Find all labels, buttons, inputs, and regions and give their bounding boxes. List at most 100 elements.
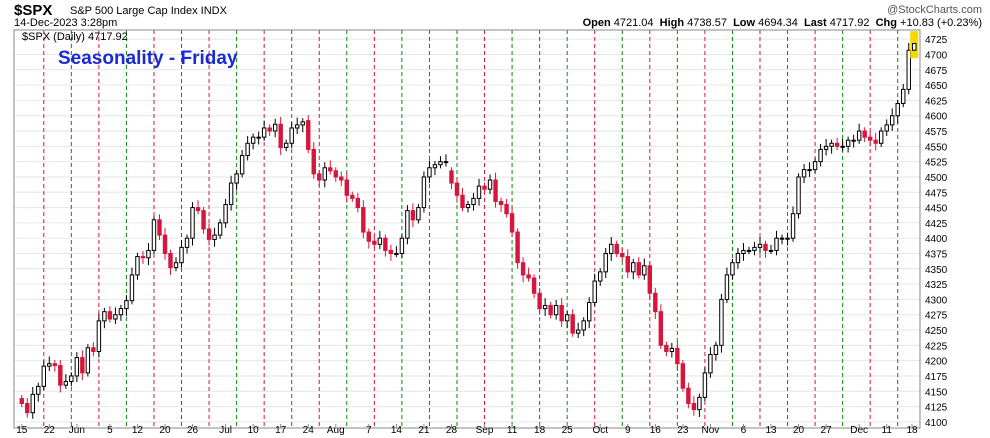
candle-body [515,231,520,264]
x-tick-label: 24 [303,425,315,436]
candle-body [840,145,845,148]
x-tick-label: 16 [650,425,662,436]
y-tick-label: 4475 [925,188,948,199]
y-tick-label: 4525 [925,158,948,169]
candle-body [603,252,608,273]
candle-body [228,182,234,206]
candle-body [878,130,884,144]
candle-body [80,357,85,374]
candle-body [234,173,239,184]
candle-body [306,120,311,150]
y-tick-label: 4450 [925,204,948,215]
y-tick-label: 4575 [925,127,948,138]
candle-body [124,300,129,310]
candle-body [812,161,818,171]
candle-body [107,311,113,320]
candle-body [779,237,785,240]
candle-body [790,213,796,239]
candle-body [526,274,531,279]
candle-body [724,274,730,300]
open-value: 4721.04 [613,17,654,29]
candle-body [151,219,157,251]
candle-body [614,243,619,254]
y-tick-label: 4350 [925,265,948,276]
candle-body [272,123,278,132]
x-tick-label: 11 [882,425,893,436]
candle-body [862,130,867,138]
y-tick-label: 4225 [925,341,948,352]
x-tick-label: Jun [69,425,85,436]
x-tick-label: 10 [248,425,260,436]
candle-body [537,292,542,310]
candle-body [542,305,548,310]
candle-body [763,243,768,251]
candle-body [394,252,399,255]
candle-body [509,213,515,233]
candle-body [267,127,272,132]
candle-body [454,182,460,196]
y-axis: 4100 4125 4150 4175 4200 4225 4250 4275 4300 4325… [925,35,948,429]
candle-body [493,179,498,202]
x-tick-label: 20 [159,425,171,436]
candle-body [669,347,675,352]
candle-body [482,185,487,190]
candle-body [807,169,812,172]
last-value: 4717.92 [829,17,870,29]
candle-body [818,148,823,163]
y-tick-label: 4600 [925,112,948,123]
candle-body [19,398,24,405]
candle-body [564,314,570,322]
candle-body [179,246,184,264]
candle-body [631,262,636,273]
candle-body [686,387,691,405]
candle-body [735,252,741,264]
candle-body [36,385,41,395]
candle-body [598,271,603,282]
x-tick-label: Jul [219,425,232,436]
candle-body [890,115,895,126]
y-tick-label: 4675 [925,66,948,77]
y-tick-label: 4150 [925,387,948,398]
candle-body [697,396,702,411]
x-tick-label: 5 [107,425,113,436]
candle-body [173,262,179,269]
candle-body [553,305,559,316]
candle-body [289,127,294,144]
candle-body [476,185,482,199]
y-tick-label: 4400 [925,234,948,245]
x-tick-label: 18 [534,425,546,436]
x-tick-label: 14 [391,425,403,436]
candle-body [592,280,597,303]
candle-body [140,256,146,259]
candle-body [118,308,124,316]
candle-body [636,262,641,276]
candle-body [372,240,377,245]
candle-body [416,207,421,221]
candle-body [102,311,107,322]
candle-body [664,344,669,352]
candles [19,31,919,419]
candle-body [691,403,697,411]
chg-value: +10.83 (+0.23%) [900,17,982,29]
candle-body [157,219,162,236]
y-tick-label: 4275 [925,311,948,322]
candle-body [741,249,746,254]
y-tick-label: 4100 [925,418,948,429]
y-tick-label: 4300 [925,295,948,306]
candle-body [162,234,168,254]
x-tick-label: 27 [821,425,833,436]
candle-body [355,197,361,209]
candle-body [443,161,449,164]
x-tick-label: 21 [418,425,430,436]
candle-body [823,145,829,150]
x-tick-label: 7 [366,425,372,436]
candle-body [851,139,856,142]
low-label: Low [733,17,756,29]
candle-body [52,363,58,367]
candle-body [531,277,537,294]
candle-body [135,256,140,276]
candle-body [680,363,686,389]
candle-body [212,234,217,240]
y-tick-label: 4625 [925,96,948,107]
